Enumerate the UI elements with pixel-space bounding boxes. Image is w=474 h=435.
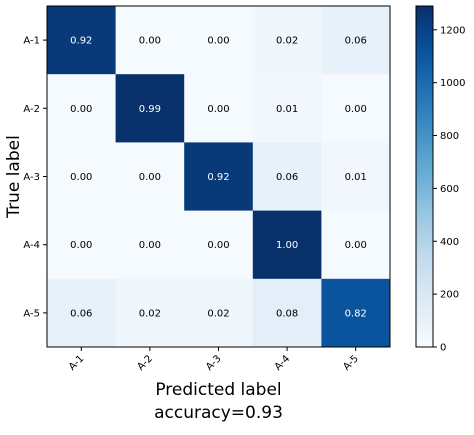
- cell-value-label: 0.00: [345, 104, 367, 115]
- heatmap-cell: [47, 210, 117, 280]
- cell-value-label: 0.00: [70, 172, 92, 183]
- cell-value-label: 0.92: [207, 172, 229, 183]
- heatmap-cell: [47, 6, 117, 75]
- heatmap-cell: [321, 74, 391, 143]
- heatmap-cell: [115, 210, 185, 280]
- heatmap-cell: [47, 142, 117, 212]
- heatmap-cell: [115, 278, 185, 348]
- cell-value-label: 0.06: [276, 172, 298, 183]
- cell-value-label: 0.92: [70, 36, 92, 47]
- heatmap-cell: [252, 6, 322, 75]
- cell-value-label: 0.01: [276, 104, 298, 115]
- x-tick-label: A-4: [273, 353, 293, 373]
- cell-value-label: 0.02: [139, 308, 161, 319]
- cell-value-label: 0.02: [207, 308, 229, 319]
- x-tick-label: A-1: [67, 353, 87, 373]
- heatmap-cell: [321, 278, 391, 348]
- heatmap-cell: [115, 142, 185, 212]
- colorbar-tick-label: 400: [440, 237, 459, 248]
- heatmap-cell: [47, 278, 117, 348]
- x-axis-ticks: A-1 A-2 A-3 A-4 A-5: [67, 347, 361, 373]
- cell-value-label: 0.06: [70, 308, 92, 319]
- y-tick-label: A-5: [23, 308, 40, 319]
- cell-value-label: 0.99: [139, 104, 161, 115]
- colorbar-tick-label: 1000: [440, 78, 465, 89]
- colorbar-tick-label: 800: [440, 131, 459, 142]
- heatmap-cell: [321, 6, 391, 75]
- heatmap-cell: [184, 210, 254, 280]
- heatmap-cell: [252, 142, 322, 212]
- colorbar-tick-label: 1200: [440, 25, 465, 36]
- colorbar-ticks: 0 200 400 600 800 1000 1200: [433, 25, 465, 354]
- cell-value-label: 0.00: [70, 104, 92, 115]
- y-tick-label: A-4: [23, 240, 40, 251]
- colorbar-tick-label: 200: [440, 290, 459, 301]
- cell-value-label: 0.00: [345, 240, 367, 251]
- cell-value-label: 0.82: [345, 308, 367, 319]
- heatmap-cell: [115, 6, 185, 75]
- cell-value-label: 0.02: [276, 36, 298, 47]
- cell-value-label: 0.00: [207, 36, 229, 47]
- cell-value-label: 0.00: [70, 240, 92, 251]
- cell-value-label: 0.00: [139, 172, 161, 183]
- heatmap-cell: [321, 142, 391, 212]
- cell-value-label: 0.00: [139, 240, 161, 251]
- y-axis-title: True label: [4, 135, 24, 219]
- cell-value-label: 0.00: [207, 240, 229, 251]
- cell-value-label: 0.06: [345, 36, 367, 47]
- heatmap-cell: [252, 278, 322, 348]
- heatmap-cell: [184, 74, 254, 143]
- heatmap-cell: [184, 142, 254, 212]
- heatmap-cell: [252, 210, 322, 280]
- y-tick-label: A-1: [23, 36, 40, 47]
- accuracy-note: accuracy=0.93: [154, 403, 283, 423]
- colorbar: [415, 5, 434, 348]
- x-tick-label: A-5: [341, 353, 361, 373]
- heatmap-cells: 0.92 0.00 0.00 0.02 0.06 0.00 0.99 0.00 0.01 0.00…: [47, 6, 391, 348]
- y-tick-label: A-3: [23, 172, 40, 183]
- cell-value-label: 0.00: [139, 36, 161, 47]
- heatmap-cell: [47, 74, 117, 143]
- colorbar-tick-label: 0: [440, 343, 446, 354]
- y-axis-ticks: A-1 A-2 A-3 A-4 A-5: [23, 36, 47, 319]
- x-tick-label: A-2: [136, 353, 156, 373]
- cell-value-label: 1.00: [276, 240, 298, 251]
- cell-value-label: 0.00: [207, 104, 229, 115]
- cell-value-label: 0.08: [276, 308, 298, 319]
- heatmap-cell: [184, 278, 254, 348]
- colorbar-tick-label: 600: [440, 184, 459, 195]
- heatmap-cell: [321, 210, 391, 280]
- heatmap-cell: [252, 74, 322, 143]
- heatmap-cell: [115, 74, 185, 143]
- cell-value-label: 0.01: [345, 172, 367, 183]
- x-axis-title: Predicted label: [155, 380, 281, 400]
- heatmap-cell: [184, 6, 254, 75]
- x-tick-label: A-3: [204, 353, 224, 373]
- y-tick-label: A-2: [23, 104, 40, 115]
